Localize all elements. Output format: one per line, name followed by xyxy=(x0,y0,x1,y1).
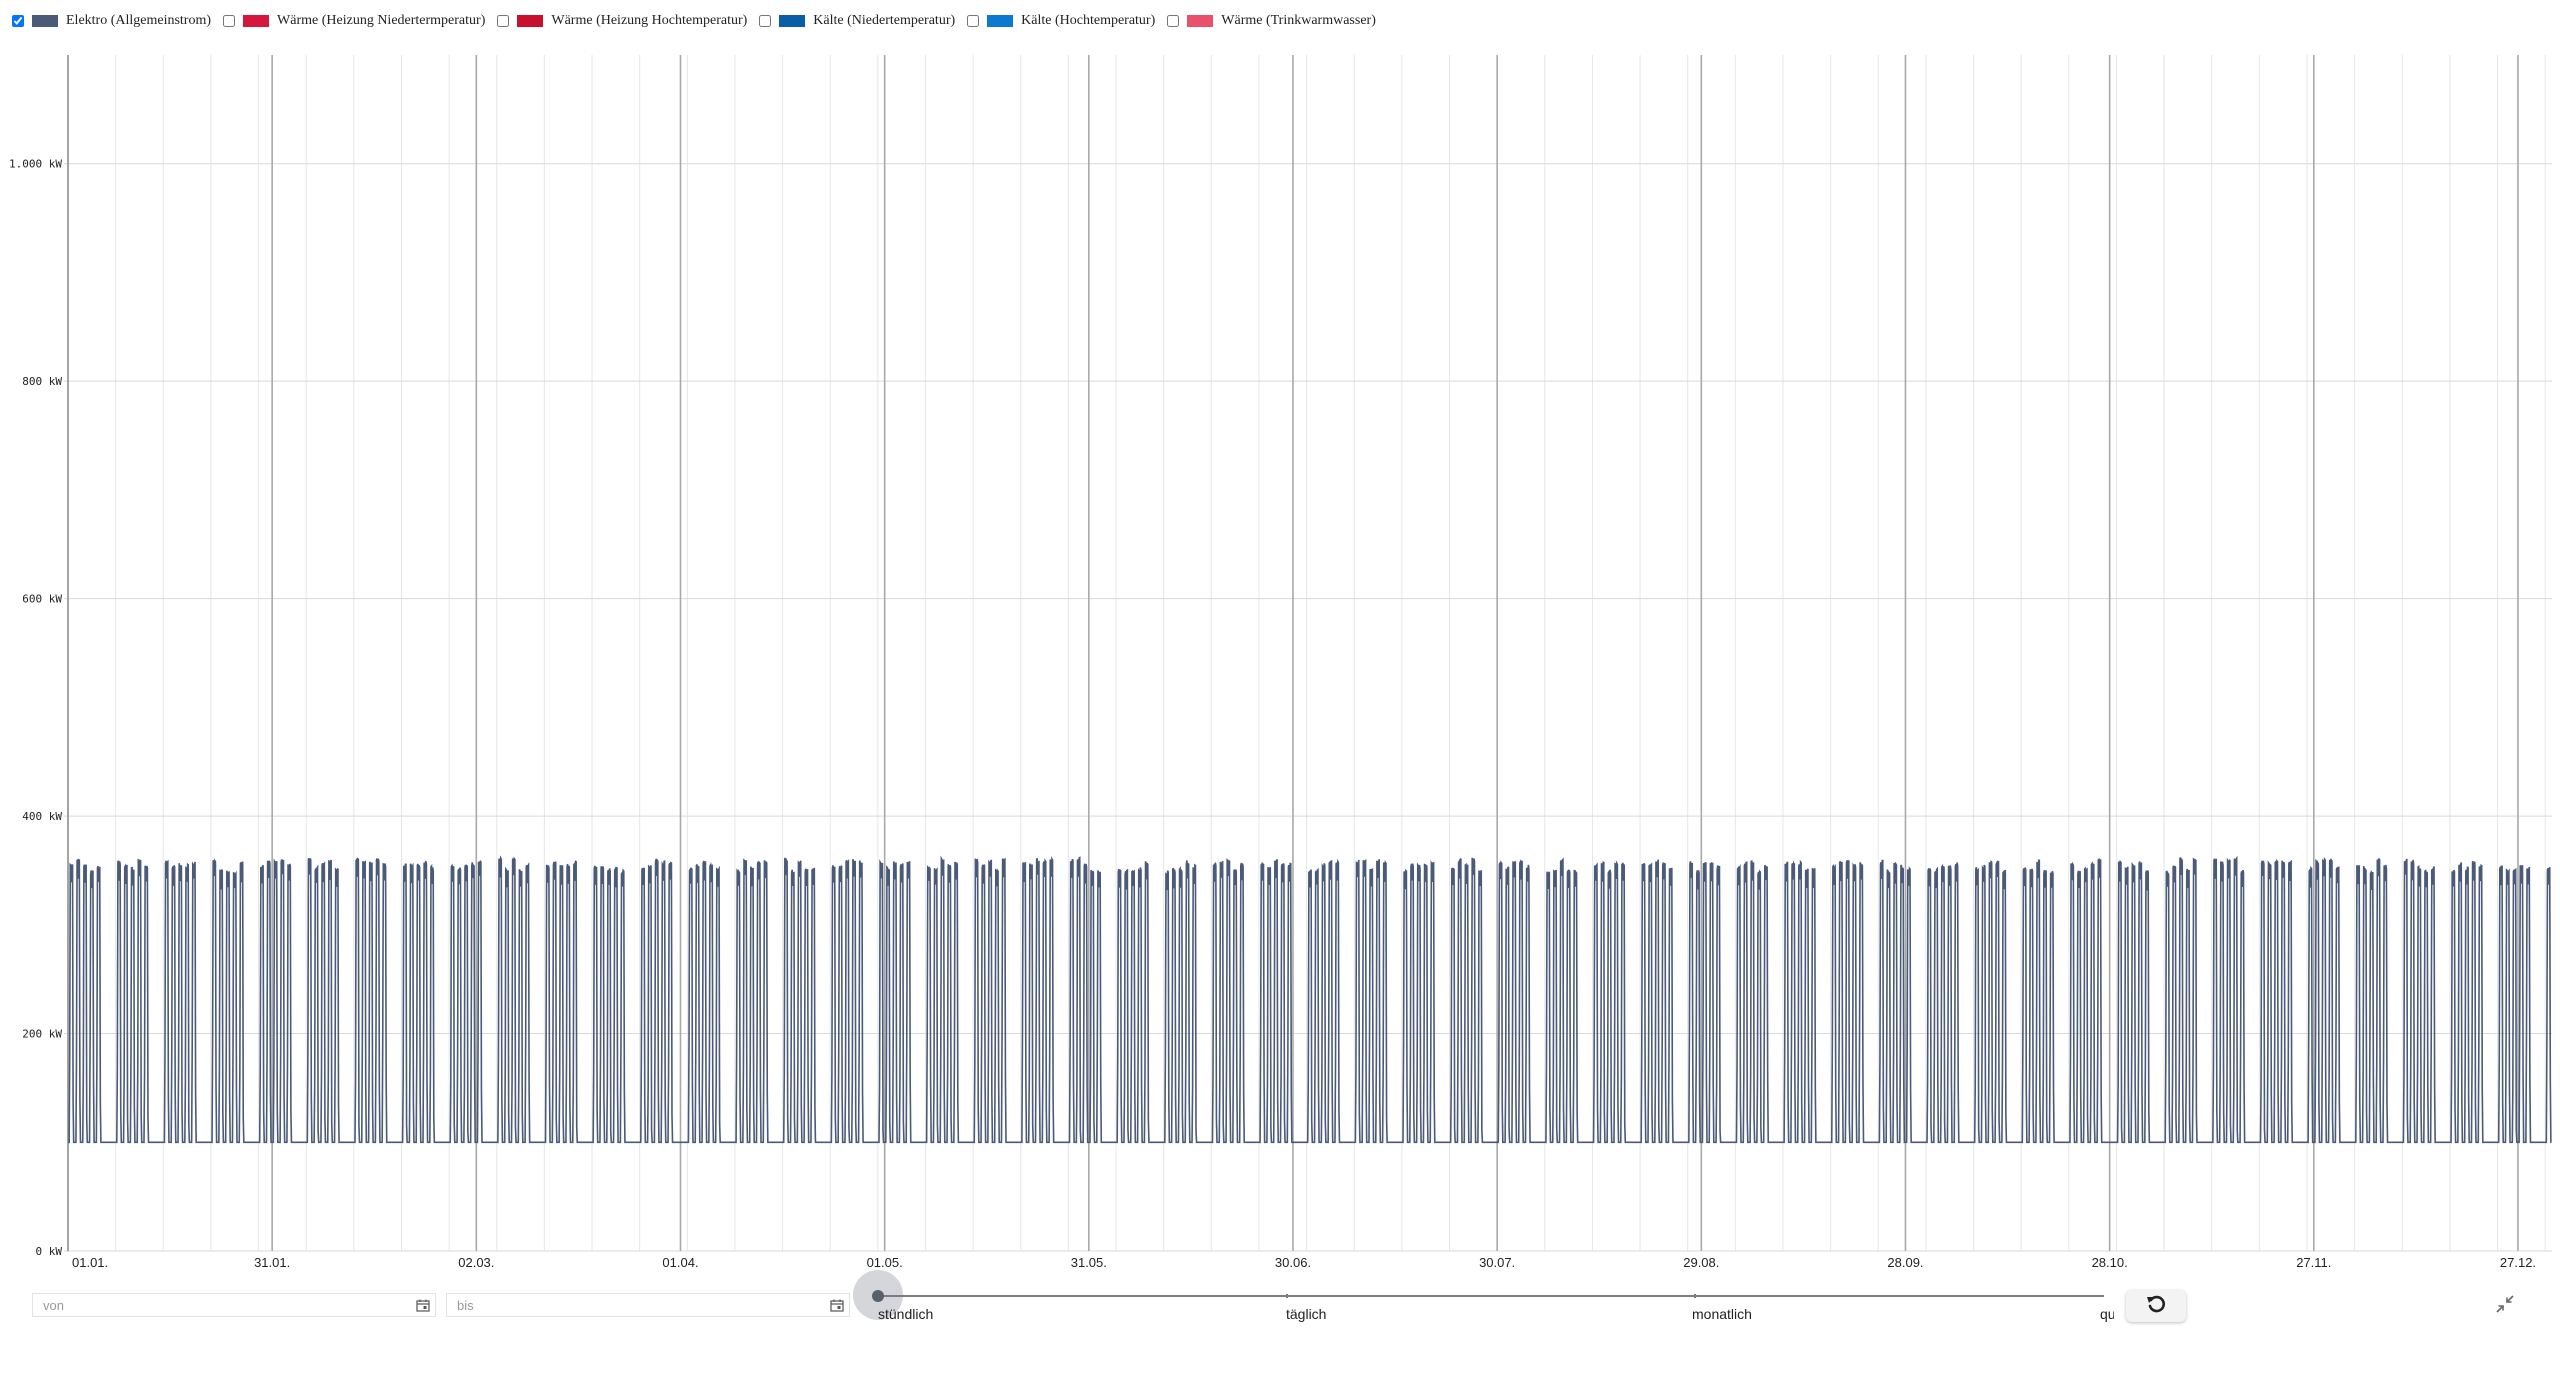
calendar-icon[interactable] xyxy=(414,1297,432,1313)
legend-swatch xyxy=(1187,15,1214,27)
legend-label: Elektro (Allgemeinstrom) xyxy=(66,13,212,28)
x-tick-label: 31.05. xyxy=(1071,1255,1107,1270)
x-tick-label: 01.05. xyxy=(867,1255,903,1270)
from-date-field[interactable] xyxy=(32,1293,436,1317)
x-tick-label: 30.06. xyxy=(1275,1255,1311,1270)
legend-item[interactable]: Wärme (Heizung Niedertermperatur) xyxy=(223,13,485,29)
chart-area: 0 kW 200 kW 400 kW 600 kW 800 kW 1.000 kW 01.0… xyxy=(9,55,2552,1270)
collapse-icon xyxy=(2496,1294,2514,1318)
reset-button[interactable] xyxy=(2126,1290,2186,1322)
legend-label: Wärme (Heizung Hochtemperatur) xyxy=(551,13,748,28)
to-date-input[interactable] xyxy=(447,1294,841,1316)
slider-mark xyxy=(1286,1294,1288,1298)
y-tick-label: 1.000 kW xyxy=(9,158,62,171)
resolution-slider[interactable]: stündlich täglich monatlich quartalsweis… xyxy=(853,1270,2114,1325)
legend: Elektro (Allgemeinstrom) Wärme (Heizung N… xyxy=(12,10,1388,32)
legend-checkbox[interactable] xyxy=(497,15,510,27)
slider-track[interactable] xyxy=(878,1295,2104,1297)
legend-checkbox[interactable] xyxy=(759,15,772,27)
slider-label-monthly[interactable]: monatlich xyxy=(1692,1306,1752,1322)
x-tick-label: 01.04. xyxy=(662,1255,698,1270)
legend-label: Kälte (Niedertemperatur) xyxy=(813,13,956,28)
legend-checkbox[interactable] xyxy=(967,15,980,27)
legend-swatch xyxy=(987,15,1014,27)
legend-checkbox[interactable] xyxy=(223,15,236,27)
y-tick-label: 0 kW xyxy=(36,1245,63,1258)
consumption-chart: 0 kW 200 kW 400 kW 600 kW 800 kW 1.000 kW 01.0… xyxy=(9,55,2552,1270)
to-date-field[interactable] xyxy=(446,1293,850,1317)
x-tick-label: 01.01. xyxy=(72,1255,108,1270)
reset-icon xyxy=(2145,1293,2167,1320)
x-tick-label: 27.11. xyxy=(2296,1255,2331,1270)
series-line-elektro xyxy=(68,855,2552,1144)
x-tick-label: 29.08. xyxy=(1683,1255,1719,1270)
calendar-icon[interactable] xyxy=(828,1297,846,1313)
legend-label: Wärme (Heizung Niedertermperatur) xyxy=(277,13,486,28)
x-tick-label: 28.10. xyxy=(2092,1255,2128,1270)
x-tick-label: 27.12. xyxy=(2500,1255,2536,1270)
y-tick-label: 400 kW xyxy=(22,810,62,823)
slider-thumb[interactable] xyxy=(872,1290,884,1302)
slider-label-quarterly[interactable]: quartalsweise xyxy=(2100,1306,2114,1322)
legend-label: Wärme (Trinkwarmwasser) xyxy=(1221,13,1376,28)
slider-mark xyxy=(1694,1294,1696,1298)
legend-item[interactable]: Elektro (Allgemeinstrom) xyxy=(12,13,211,29)
from-date-input[interactable] xyxy=(33,1294,427,1316)
y-tick-label: 200 kW xyxy=(22,1028,62,1041)
legend-item[interactable]: Kälte (Niedertemperatur) xyxy=(759,13,955,29)
x-tick-label: 30.07. xyxy=(1479,1255,1515,1270)
y-tick-label: 600 kW xyxy=(22,593,62,606)
y-tick-label: 800 kW xyxy=(22,375,62,388)
legend-swatch xyxy=(32,15,58,27)
legend-checkbox[interactable] xyxy=(12,15,24,27)
legend-checkbox[interactable] xyxy=(1167,15,1180,27)
slider-label-hourly[interactable]: stündlich xyxy=(878,1306,934,1322)
legend-item[interactable]: Wärme (Trinkwarmwasser) xyxy=(1167,13,1376,29)
collapse-button[interactable] xyxy=(2494,1294,2516,1318)
x-tick-label: 02.03. xyxy=(458,1255,494,1270)
x-tick-label: 28.09. xyxy=(1887,1255,1923,1270)
x-tick-label: 31.01. xyxy=(254,1255,290,1270)
legend-item[interactable]: Kälte (Hochtemperatur) xyxy=(967,13,1155,29)
legend-swatch xyxy=(243,15,270,27)
legend-label: Kälte (Hochtemperatur) xyxy=(1021,13,1156,28)
legend-item[interactable]: Wärme (Heizung Hochtemperatur) xyxy=(497,13,747,29)
legend-swatch xyxy=(517,15,544,27)
slider-label-daily[interactable]: täglich xyxy=(1286,1306,1327,1322)
legend-swatch xyxy=(779,15,806,27)
